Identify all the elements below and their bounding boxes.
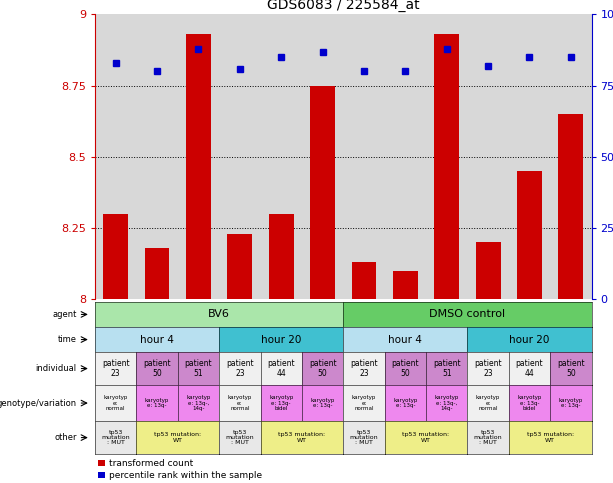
- Bar: [426, 14, 467, 299]
- Text: karyotyp
e:
normal: karyotyp e: normal: [104, 395, 128, 411]
- Text: individual: individual: [36, 364, 77, 373]
- Text: agent: agent: [52, 310, 77, 319]
- Text: patient
50: patient 50: [557, 359, 585, 378]
- Bar: [352, 262, 376, 299]
- Text: karyotyp
e:
normal: karyotyp e: normal: [352, 395, 376, 411]
- Bar: [393, 271, 418, 299]
- Text: karyotyp
e: 13q-
bidel: karyotyp e: 13q- bidel: [269, 395, 294, 411]
- Text: tp53 mutation:
WT: tp53 mutation: WT: [527, 432, 574, 443]
- Bar: [261, 14, 302, 299]
- Bar: [434, 34, 459, 299]
- Text: patient
23: patient 23: [226, 359, 254, 378]
- Bar: [95, 14, 136, 299]
- Bar: [186, 34, 211, 299]
- Text: tp53
mutation
: MUT: tp53 mutation : MUT: [474, 430, 503, 445]
- Text: tp53
mutation
: MUT: tp53 mutation : MUT: [101, 430, 130, 445]
- Text: patient
23: patient 23: [102, 359, 129, 378]
- Text: karyotyp
e: 13q-,
14q-: karyotyp e: 13q-, 14q-: [186, 395, 211, 411]
- Bar: [550, 14, 592, 299]
- Text: percentile rank within the sample: percentile rank within the sample: [109, 471, 262, 480]
- Bar: [517, 171, 542, 299]
- Text: karyotyp
e: 13q-,
14q-: karyotyp e: 13q-, 14q-: [435, 395, 459, 411]
- Text: transformed count: transformed count: [109, 459, 192, 468]
- Bar: [509, 14, 550, 299]
- Bar: [178, 14, 219, 299]
- Text: tp53 mutation:
WT: tp53 mutation: WT: [154, 432, 201, 443]
- Title: GDS6083 / 225584_at: GDS6083 / 225584_at: [267, 0, 419, 12]
- Text: tp53
mutation
: MUT: tp53 mutation : MUT: [226, 430, 254, 445]
- Bar: [310, 86, 335, 299]
- Text: patient
23: patient 23: [350, 359, 378, 378]
- Text: karyotyp
e: 13q-: karyotyp e: 13q-: [393, 398, 417, 408]
- Text: tp53 mutation:
WT: tp53 mutation: WT: [403, 432, 449, 443]
- Text: patient
50: patient 50: [143, 359, 171, 378]
- Text: patient
44: patient 44: [516, 359, 543, 378]
- Bar: [558, 114, 584, 299]
- Bar: [103, 214, 128, 299]
- Text: karyotyp
e:
normal: karyotyp e: normal: [476, 395, 500, 411]
- Text: karyotyp
e:
normal: karyotyp e: normal: [227, 395, 252, 411]
- Text: tp53 mutation:
WT: tp53 mutation: WT: [278, 432, 326, 443]
- Text: time: time: [58, 335, 77, 344]
- Text: karyotyp
e: 13q-
bidel: karyotyp e: 13q- bidel: [517, 395, 542, 411]
- Text: patient
51: patient 51: [433, 359, 460, 378]
- Bar: [219, 14, 261, 299]
- Bar: [302, 14, 343, 299]
- Bar: [268, 214, 294, 299]
- Text: hour 4: hour 4: [140, 335, 174, 344]
- Text: hour 20: hour 20: [509, 335, 550, 344]
- Text: tp53
mutation
: MUT: tp53 mutation : MUT: [349, 430, 378, 445]
- Text: patient
50: patient 50: [392, 359, 419, 378]
- Text: hour 4: hour 4: [389, 335, 422, 344]
- Bar: [136, 14, 178, 299]
- Text: karyotyp
e: 13q-: karyotyp e: 13q-: [145, 398, 169, 408]
- Text: genotype/variation: genotype/variation: [0, 398, 77, 408]
- Text: DMSO control: DMSO control: [429, 310, 506, 319]
- Bar: [476, 242, 500, 299]
- Text: patient
44: patient 44: [267, 359, 295, 378]
- Bar: [385, 14, 426, 299]
- Bar: [145, 248, 169, 299]
- Text: karyotyp
e: 13q-: karyotyp e: 13q-: [310, 398, 335, 408]
- Text: patient
50: patient 50: [309, 359, 337, 378]
- Text: patient
51: patient 51: [185, 359, 212, 378]
- Text: patient
23: patient 23: [474, 359, 502, 378]
- Text: BV6: BV6: [208, 310, 230, 319]
- Text: other: other: [54, 433, 77, 442]
- Bar: [227, 234, 253, 299]
- Bar: [468, 14, 509, 299]
- Bar: [343, 14, 385, 299]
- Text: karyotyp
e: 13q-: karyotyp e: 13q-: [558, 398, 583, 408]
- Text: hour 20: hour 20: [261, 335, 302, 344]
